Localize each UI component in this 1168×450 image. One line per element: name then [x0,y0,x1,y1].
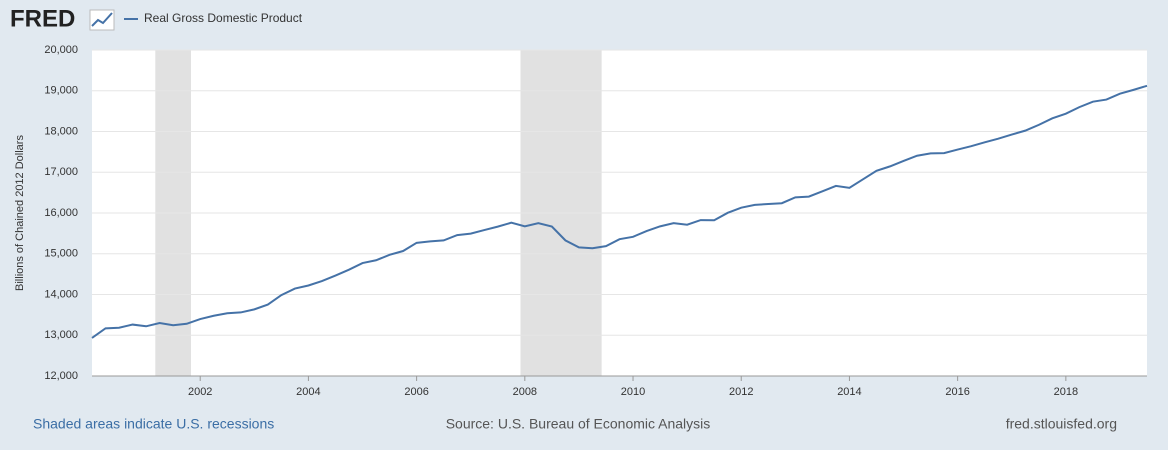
y-tick-label: 12,000 [44,370,78,382]
y-tick-label: 15,000 [44,248,78,260]
y-tick-label: 19,000 [44,85,78,97]
logo-icon [89,9,115,31]
y-axis-label: Billions of Chained 2012 Dollars [14,135,26,291]
x-tick-label: 2010 [621,386,645,398]
x-tick-label: 2002 [188,386,212,398]
y-tick-label: 13,000 [44,329,78,341]
x-tick-label: 2004 [296,386,320,398]
x-tick-label: 2006 [404,386,428,398]
site-link: fred.stlouisfed.org [1006,416,1117,432]
data-line [91,84,1148,339]
x-tick-label: 2012 [729,386,753,398]
y-tick-label: 20,000 [44,44,78,56]
logo: FRED [10,5,75,32]
legend-label: Real Gross Domestic Product [144,11,303,25]
x-tick-label: 2018 [1054,386,1078,398]
y-tick-label: 16,000 [44,207,78,219]
y-tick-label: 14,000 [44,288,78,300]
y-tick-label: 17,000 [44,166,78,178]
x-tick-label: 2016 [945,386,969,398]
source: Source: U.S. Bureau of Economic Analysis [446,416,711,432]
x-tick-label: 2008 [513,386,537,398]
recession-note: Shaded areas indicate U.S. recessions [33,416,274,432]
y-tick-label: 18,000 [44,125,78,137]
x-tick-label: 2014 [837,386,861,398]
